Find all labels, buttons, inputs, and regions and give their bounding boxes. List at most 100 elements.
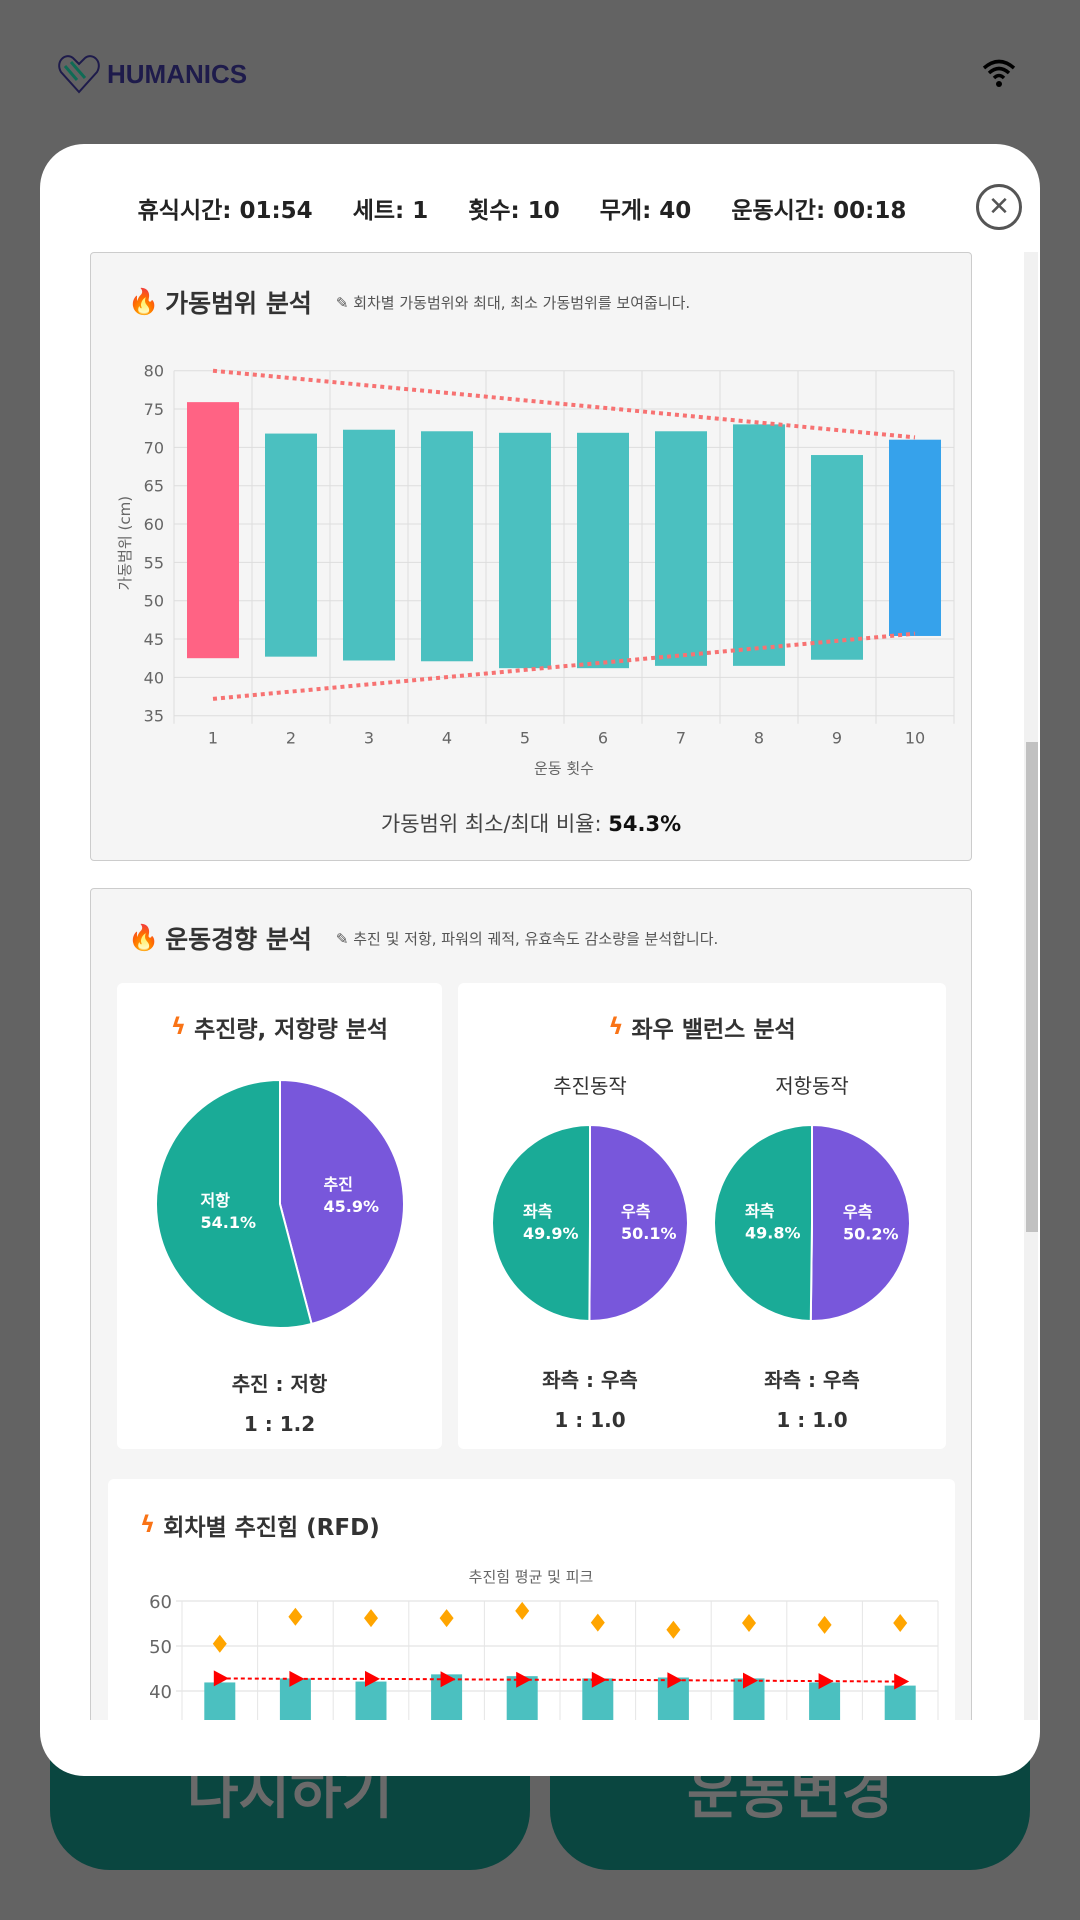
trend-desc-text: 추진 및 저항, 파워의 궤적, 유효속도 감소량을 분석합니다. bbox=[353, 929, 719, 948]
rom-desc-text: 회차별 가동범위와 최대, 최소 가동범위를 보여줍니다. bbox=[353, 293, 691, 312]
resist-ratio-label: 좌측 : 우측 bbox=[764, 1368, 860, 1392]
pie-slice bbox=[279, 1078, 405, 1326]
x-tick-label: 4 bbox=[442, 729, 452, 748]
chart-title: 추진힘 평균 및 피크 bbox=[469, 1568, 594, 1586]
rest-time: 휴식시간: 01:54 bbox=[137, 198, 313, 224]
rfd-bar bbox=[355, 1681, 387, 1720]
peak-marker bbox=[590, 1613, 605, 1632]
push-balance-pie: 우측 50.1% 좌측 49.9% bbox=[491, 1123, 690, 1323]
force-title-text: 추진량, 저항량 분석 bbox=[194, 1017, 389, 1043]
rfd-title: ϟ 회차별 추진힘 (RFD) bbox=[140, 1508, 380, 1542]
rfd-bar bbox=[204, 1682, 236, 1720]
x-tick-label: 6 bbox=[598, 729, 608, 748]
force-pie: 추진 45.9% 저항 54.1% bbox=[155, 1078, 405, 1329]
y-tick-label: 55 bbox=[144, 553, 164, 572]
y-tick-label: 35 bbox=[144, 707, 164, 726]
resist-ratio-value: 1 : 1.0 bbox=[776, 1408, 848, 1432]
x-tick-label: 5 bbox=[520, 729, 530, 748]
set-count: 세트: 1 bbox=[352, 198, 429, 224]
trend-title-text: 운동경향 분석 bbox=[165, 925, 312, 954]
lightning-icon: ϟ bbox=[170, 1014, 187, 1040]
pie-slice bbox=[588, 1123, 690, 1322]
range-bar bbox=[655, 431, 707, 666]
rfd-title-text: 회차별 추진힘 (RFD) bbox=[163, 1515, 380, 1541]
x-tick-label: 9 bbox=[832, 729, 842, 748]
range-bar bbox=[187, 402, 239, 659]
rfd-chart: 추진힘 평균 및 피크 40 50 60 bbox=[149, 1568, 939, 1720]
y-tick-label: 50 bbox=[149, 1637, 172, 1658]
pie-slice bbox=[155, 1078, 313, 1329]
push-title: 추진동작 bbox=[553, 1074, 627, 1098]
x-tick-label: 8 bbox=[754, 729, 764, 748]
avg-marker bbox=[894, 1673, 910, 1690]
push-ratio-label: 좌측 : 우측 bbox=[542, 1368, 638, 1392]
avg-marker bbox=[591, 1671, 607, 1688]
lightning-icon: ϟ bbox=[608, 1014, 624, 1040]
range-bar bbox=[265, 433, 317, 657]
trend-title: 🔥 운동경향 분석 ✎ 추진 및 저항, 파워의 궤적, 유효속도 감소량을 분석… bbox=[128, 920, 718, 956]
y-tick-label: 60 bbox=[149, 1592, 172, 1613]
rom-title-text: 가동범위 분석 bbox=[165, 289, 312, 318]
range-bar bbox=[577, 432, 629, 669]
rom-ratio-label: 가동범위 최소/최대 비율: bbox=[380, 812, 609, 836]
force-title: ϟ 추진량, 저항량 분석 bbox=[117, 1010, 442, 1044]
pie-slice bbox=[491, 1123, 591, 1323]
y-tick-label: 45 bbox=[144, 630, 164, 649]
y-tick-label: 65 bbox=[144, 477, 164, 496]
avg-marker bbox=[213, 1670, 229, 1687]
pie-value: 45.9% bbox=[323, 1197, 379, 1216]
peak-marker bbox=[288, 1607, 303, 1626]
x-axis-label: 운동 횟수 bbox=[534, 760, 594, 778]
peak-marker bbox=[439, 1609, 454, 1628]
pie-label: 좌측 bbox=[523, 1202, 553, 1221]
range-bar bbox=[343, 429, 395, 661]
y-tick-label: 40 bbox=[149, 1682, 172, 1703]
pie-value: 49.8% bbox=[745, 1224, 801, 1243]
peak-marker bbox=[515, 1601, 530, 1620]
balance-title: ϟ 좌우 밸런스 분석 bbox=[458, 1010, 946, 1044]
close-button[interactable]: ✕ bbox=[976, 184, 1022, 230]
weight: 무게: 40 bbox=[599, 198, 692, 224]
avg-marker bbox=[365, 1670, 380, 1687]
fire-icon: 🔥 bbox=[128, 287, 160, 316]
pie-value: 54.1% bbox=[201, 1213, 257, 1232]
exercise-time: 운동시간: 00:18 bbox=[731, 198, 907, 224]
rfd-bar bbox=[279, 1678, 311, 1720]
y-tick-label: 80 bbox=[144, 362, 164, 381]
scroll-area[interactable]: 🔥 가동범위 분석 ✎ 회차별 가동범위와 최대, 최소 가동범위를 보여줍니다.… bbox=[40, 252, 1024, 1720]
trend-desc: ✎ 추진 및 저항, 파워의 궤적, 유효속도 감소량을 분석합니다. bbox=[335, 929, 719, 948]
close-icon: ✕ bbox=[988, 192, 1010, 222]
pie-value: 49.9% bbox=[523, 1224, 579, 1243]
pie-label: 우측 bbox=[621, 1202, 651, 1221]
avg-marker bbox=[667, 1672, 683, 1689]
pie-value: 50.2% bbox=[843, 1224, 899, 1243]
scrollbar-thumb[interactable] bbox=[1026, 742, 1038, 1232]
trend-line bbox=[212, 631, 916, 701]
pie-label: 우측 bbox=[843, 1202, 873, 1221]
rfd-bar bbox=[884, 1685, 916, 1720]
rep-count: 횟수: 10 bbox=[468, 198, 560, 224]
avg-marker bbox=[743, 1672, 758, 1689]
y-tick-label: 40 bbox=[144, 668, 164, 687]
logo-text: HUMANICS bbox=[107, 58, 248, 89]
x-tick-label: 2 bbox=[286, 729, 296, 748]
avg-marker bbox=[516, 1671, 532, 1688]
lightning-icon: ϟ bbox=[140, 1512, 156, 1538]
peak-marker bbox=[212, 1634, 227, 1653]
x-tick-label: 3 bbox=[364, 729, 374, 748]
y-tick-label: 75 bbox=[144, 400, 164, 419]
y-tick-label: 60 bbox=[144, 515, 164, 534]
trend-line bbox=[212, 368, 916, 440]
resist-balance-pie: 우측 50.2% 좌측 49.8% bbox=[713, 1123, 912, 1323]
avg-marker bbox=[289, 1670, 305, 1687]
range-bar bbox=[499, 432, 551, 669]
rom-ratio-value: 54.3% bbox=[608, 812, 682, 836]
pie-value: 50.1% bbox=[621, 1224, 677, 1243]
y-tick-label: 50 bbox=[144, 592, 164, 611]
result-modal: 휴식시간: 01:54 세트: 1 횟수: 10 무게: 40 운동시간: 00… bbox=[40, 144, 1040, 1776]
rfd-bar bbox=[809, 1682, 841, 1720]
pie-label: 추진 bbox=[323, 1175, 352, 1194]
pie-label: 저항 bbox=[201, 1191, 231, 1210]
rfd-bar bbox=[582, 1678, 614, 1720]
